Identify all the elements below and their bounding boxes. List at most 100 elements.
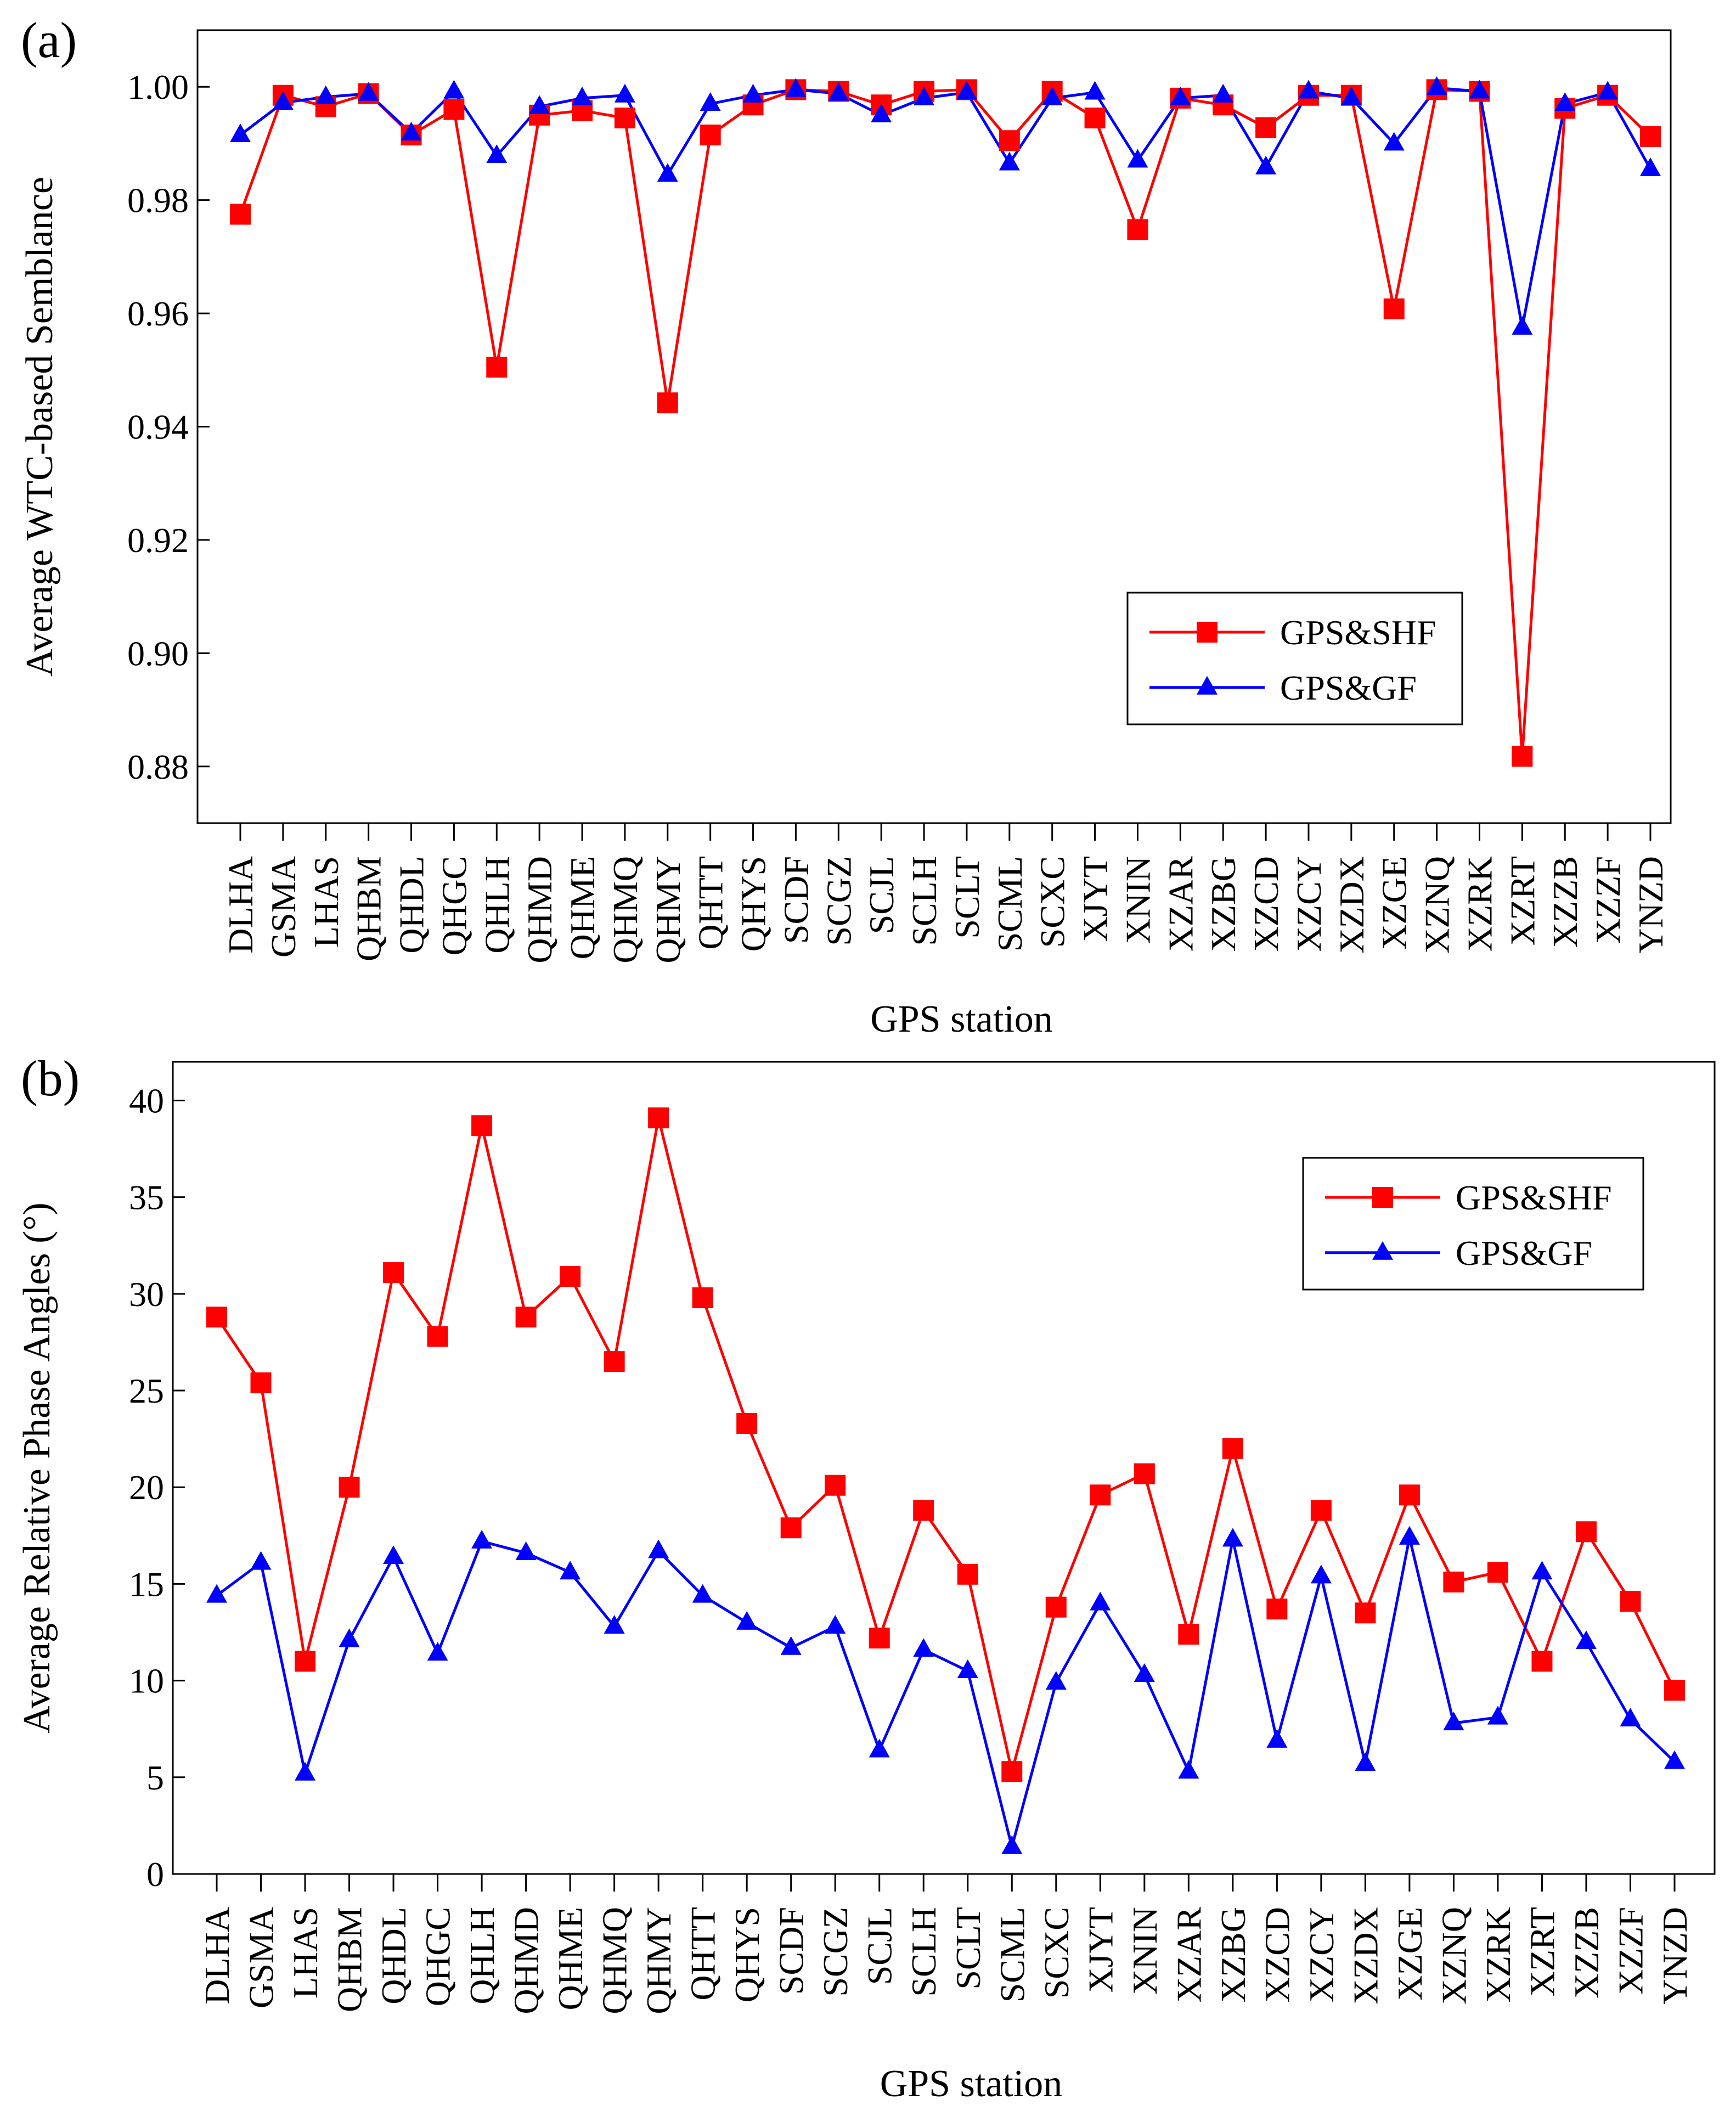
panel-label-a: (a) [21,12,77,68]
gf-point [1575,1630,1597,1650]
gf-point [692,1584,713,1603]
x-tick-label: SCXC [1033,856,1072,948]
gf-point [1127,149,1148,168]
gf-point [443,80,465,99]
y-tick-label: 0.96 [127,294,189,333]
gf-point [1469,80,1490,99]
shf-point [1355,1602,1376,1624]
gf-point [657,163,678,182]
x-tick-label: QHYS [728,1907,766,2002]
plot-frame [172,1061,1716,1875]
x-tick-label: LHAS [307,856,346,948]
shf-point [780,1517,802,1539]
gf-point [785,78,807,97]
series-line-gf [216,1537,1676,1853]
gf-point [1664,1750,1685,1769]
x-tick-label: XNIN [1118,856,1157,944]
legend-marker-triangle [1197,676,1218,695]
phase-angle-chart: 0 5 10 15 20 25 30 35 40 DLHA GSMA LHAS QHBM QHDL QHGC… [16,1061,1716,2105]
shf-point [1310,1500,1332,1521]
x-tick-label: QHLH [477,856,516,954]
gf-point [913,1638,934,1657]
x-tick-label: SCJL [860,1907,899,1985]
x-tick-label: QHTT [684,1907,723,2001]
shf-point [339,1477,360,1498]
shf-point [1001,1761,1023,1782]
gf-point [742,83,764,103]
legend-marker-square [1372,1187,1393,1208]
x-tick-label: YNZD [1655,1907,1694,2005]
x-tick-label: XZNQ [1418,856,1457,954]
gf-point [401,121,422,140]
shf-point [1383,298,1405,319]
shf-point [700,124,721,145]
x-tick-label: YNZD [1631,856,1670,954]
gf-point [250,1551,272,1570]
gf-point [1045,1671,1067,1690]
gf-point [529,95,550,114]
x-tick-label: QHYS [734,856,773,952]
shf-point [913,1500,934,1521]
shf-point [486,357,508,378]
shf-point [1487,1562,1508,1583]
semblance-chart: 0.88 0.90 0.92 0.94 0.96 0.98 1.00 DLHA GSMA LHAS… [19,29,1672,1037]
x-tick-label: GSMA [242,1907,281,2008]
gf-point [1298,80,1319,99]
gf-point [572,86,593,105]
shf-point [1222,1438,1243,1459]
gf-point [780,1636,802,1655]
gf-point [1512,316,1533,335]
gf-point [339,1628,360,1647]
x-tick-label: QHBM [330,1907,369,2012]
shf-point [1084,107,1106,128]
gf-point [1310,1564,1332,1584]
shf-point [1575,1521,1597,1543]
series-line-shf [215,1117,1676,1772]
shf-point [1045,1596,1067,1618]
x-tick-label: QHMY [649,856,687,964]
gf-point [1355,1752,1376,1771]
x-tick-label: QHGC [419,1907,458,2006]
x-tick-label: QHMY [639,1907,678,2014]
x-tick-label: QHBM [350,856,388,961]
x-tick-label: XZAR [1169,1907,1208,2003]
x-tick-label: XZGE [1390,1907,1429,2001]
x-tick-label: XZZB [1567,1907,1606,1999]
shf-point [1664,1680,1685,1701]
y-tick-label: 5 [146,1758,164,1797]
shf-point [206,1307,227,1328]
gf-point [869,1738,890,1758]
shf-point [1512,746,1533,767]
gf-point [1084,81,1106,100]
x-tick-label: XZCD [1258,1907,1297,2002]
shf-point [614,107,635,128]
x-tick-label: SCML [993,1907,1032,2002]
gf-point [1426,76,1447,95]
x-tick-label: XZRK [1479,1907,1518,2002]
y-tick-label: 10 [129,1662,164,1701]
y-tick-label: 1.00 [127,67,189,106]
x-tick-label: SCDF [776,856,815,944]
x-tick-label: XZBG [1204,856,1243,952]
legend-marker-square [1197,622,1218,643]
shf-point [515,1307,537,1328]
gf-point [315,85,336,104]
x-axis-title: GPS station [880,2063,1063,2105]
shf-point [427,1326,448,1347]
x-tick-label: XZDX [1346,1907,1385,2005]
gf-point [957,1659,978,1678]
gf-point [914,86,935,105]
y-tick-label: 20 [129,1468,164,1507]
gf-point [471,1529,493,1549]
x-tick-label: XZZF [1588,856,1627,944]
shf-point [957,1563,978,1585]
gf-point [1383,132,1405,151]
gf-point [427,1642,448,1661]
gf-point [272,91,294,110]
gf-point [828,82,849,101]
shf-point [604,1351,625,1372]
gf-point [515,1541,537,1561]
x-tick-label: SCXC [1037,1907,1076,1999]
gf-point [230,123,251,142]
gf-point [614,83,635,103]
